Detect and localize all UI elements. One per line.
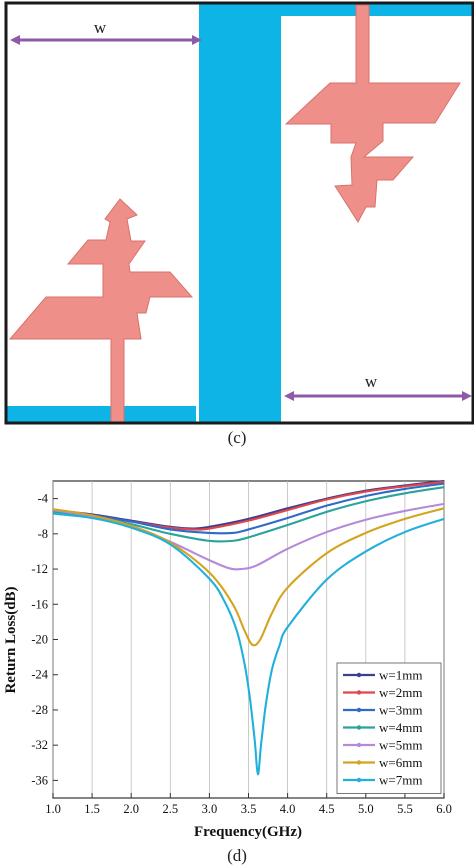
width-arrow-left-head-start [10, 35, 20, 45]
patch-upper-right-shape [284, 4, 461, 223]
y-tick-label: -4 [38, 492, 49, 506]
figure-label-d: (d) [227, 846, 247, 865]
x-tick-label: 5.5 [397, 802, 413, 816]
legend-label: w=6mm [379, 755, 422, 770]
substrate-frame [4, 1, 474, 425]
x-tick-label: 4.5 [319, 802, 335, 816]
x-tick-label: 2.0 [123, 802, 139, 816]
series-lines [52, 479, 445, 776]
patch-lower-left [8, 198, 194, 424]
substrate-bottom-strip [6, 406, 196, 423]
return-loss-chart: 1.0 1.5 2.0 2.5 3.0 3.5 4.0 4.5 5.0 5.5 6.0 -4 -8 -1… [3, 479, 452, 840]
legend-marker [356, 777, 362, 783]
width-arrow-left [10, 35, 202, 45]
x-tick-label: 2.5 [162, 802, 178, 816]
legend-marker [356, 690, 362, 695]
y-axis-label: Return Loss(dB) [3, 586, 19, 693]
y-axis-ticks: -4 -8 -12 -16 -20 -24 -28 -32 -36 [31, 492, 58, 787]
legend-label: w=4mm [379, 720, 422, 735]
x-tick-label: 1.5 [84, 802, 100, 816]
substrate-center-column [199, 3, 281, 423]
x-tick-label: 5.0 [358, 802, 374, 816]
width-label-right: w [365, 372, 378, 391]
patch-lower-left-shape [8, 198, 194, 424]
patch-upper-right [284, 4, 461, 223]
width-arrow-right-head-start [284, 391, 294, 401]
width-arrow-right-head-end [462, 391, 472, 401]
legend-marker [356, 760, 362, 765]
x-tick-label: 3.0 [202, 802, 218, 816]
y-tick-label: -36 [31, 773, 48, 787]
legend-label: w=1mm [379, 668, 422, 683]
legend-marker [356, 672, 362, 678]
legend-marker [356, 707, 362, 713]
antenna-layout-figure: w w [0, 0, 474, 427]
legend-label: w=3mm [379, 703, 422, 718]
x-tick-label: 4.0 [280, 802, 296, 816]
width-label-left: w [94, 18, 107, 37]
legend-marker [356, 725, 362, 730]
substrate-regions [6, 3, 473, 423]
legend-label: w=5mm [379, 738, 422, 753]
x-tick-label: 6.0 [436, 802, 452, 816]
legend-marker [356, 742, 362, 748]
x-tick-label: 3.5 [241, 802, 257, 816]
y-tick-label: -20 [31, 633, 48, 647]
y-tick-label: -12 [31, 562, 48, 576]
y-tick-label: -32 [31, 738, 48, 752]
y-tick-label: -24 [31, 668, 48, 682]
width-arrow-right [284, 391, 472, 401]
series-line-w-3mm [52, 482, 445, 535]
series-line-w-7mm [52, 512, 445, 776]
x-tick-label: 1.0 [45, 802, 61, 816]
figure-label-c: (c) [227, 428, 247, 447]
y-tick-label: -16 [31, 597, 48, 611]
legend-label: w=2mm [379, 685, 422, 700]
legend-label: w=7mm [379, 773, 422, 788]
legend: w=1mm w=2mm w=3mm w=4mm w=5mm w=6mm w=7mm [336, 662, 442, 794]
series-line-w-4mm [52, 486, 445, 543]
y-tick-label: -8 [38, 527, 48, 541]
width-arrow-left-head-end [192, 35, 202, 45]
x-axis-label: Frequency(GHz) [194, 824, 302, 840]
series-line-w-6mm [52, 507, 445, 647]
y-tick-label: -28 [31, 703, 48, 717]
x-axis-ticks: 1.0 1.5 2.0 2.5 3.0 3.5 4.0 4.5 5.0 5.5 6.0 [45, 793, 452, 816]
